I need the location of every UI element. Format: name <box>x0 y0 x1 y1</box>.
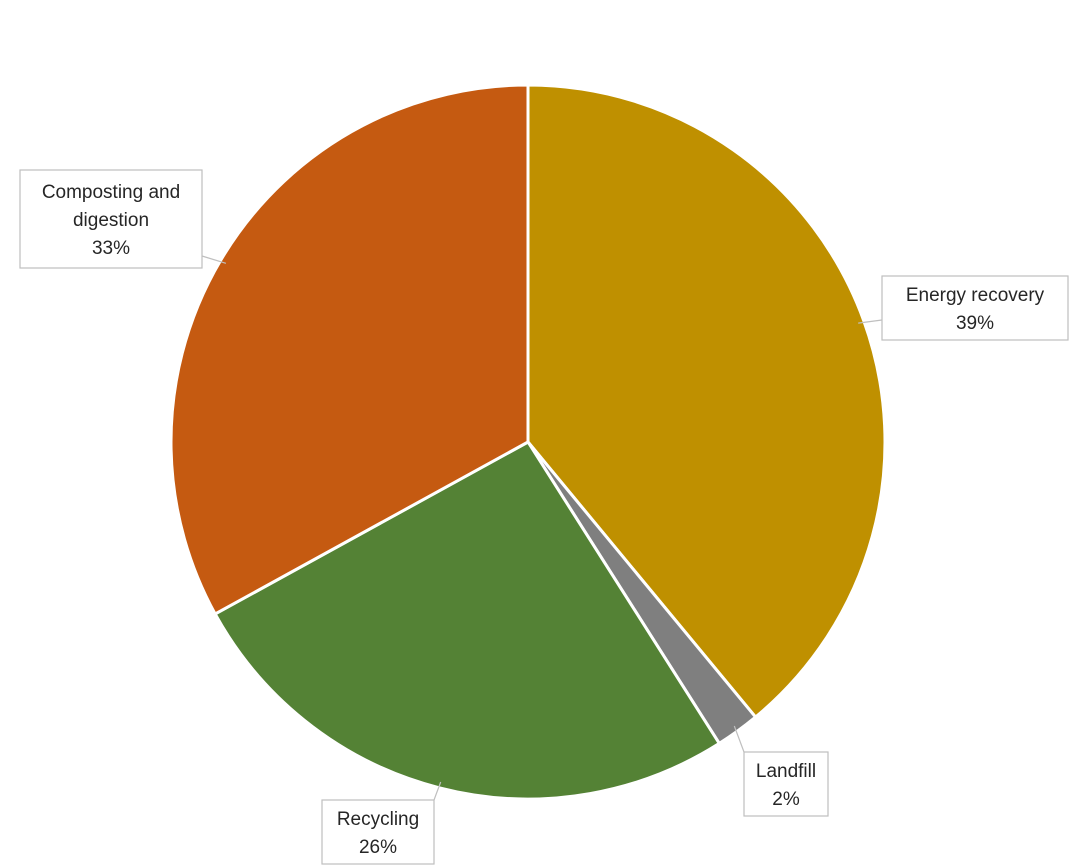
callout-energy-recovery: Energy recovery 39% <box>881 275 1069 341</box>
callout-box-composting-and-digestion <box>19 169 203 269</box>
slice-label-line: Composting and <box>42 182 180 203</box>
slice-label: Recycling <box>337 809 419 830</box>
slice-label: Energy recovery <box>906 285 1045 306</box>
data-label-callouts: Energy recovery 39% Landfill 2% Recycling 26%… <box>19 169 1069 865</box>
callout-leader-lines <box>201 255 883 801</box>
callout-composting-and-digestion: Composting and digestion 33% <box>19 169 203 269</box>
slice-label-line: digestion <box>73 210 149 231</box>
data-label-composting-and-digestion: Composting and digestion 33% <box>42 182 180 259</box>
leader-line-recycling <box>433 781 442 801</box>
slice-composting-and-digestion <box>169 83 530 616</box>
slice-value-label: 39% <box>956 313 994 334</box>
leader-line-energy-recovery <box>858 319 883 324</box>
pie-slices <box>169 83 887 801</box>
data-label-landfill: Landfill 2% <box>756 761 816 810</box>
slice-value-label: 2% <box>772 789 800 810</box>
callout-landfill: Landfill 2% <box>743 751 829 817</box>
slice-value-label: 33% <box>92 238 130 259</box>
data-label-recycling: Recycling 26% <box>337 809 419 858</box>
slice-recycling <box>213 440 721 801</box>
callout-box-energy-recovery <box>881 275 1069 341</box>
data-label-energy-recovery: Energy recovery 39% <box>906 285 1045 334</box>
slice-value-label: 26% <box>359 837 397 858</box>
leader-line-composting-and-digestion <box>201 255 227 264</box>
callout-recycling: Recycling 26% <box>321 799 435 865</box>
slice-energy-recovery <box>526 83 887 719</box>
callout-box-landfill <box>743 751 829 817</box>
slice-label: Landfill <box>756 761 816 782</box>
callout-box-recycling <box>321 799 435 865</box>
leader-line-landfill <box>733 725 745 753</box>
